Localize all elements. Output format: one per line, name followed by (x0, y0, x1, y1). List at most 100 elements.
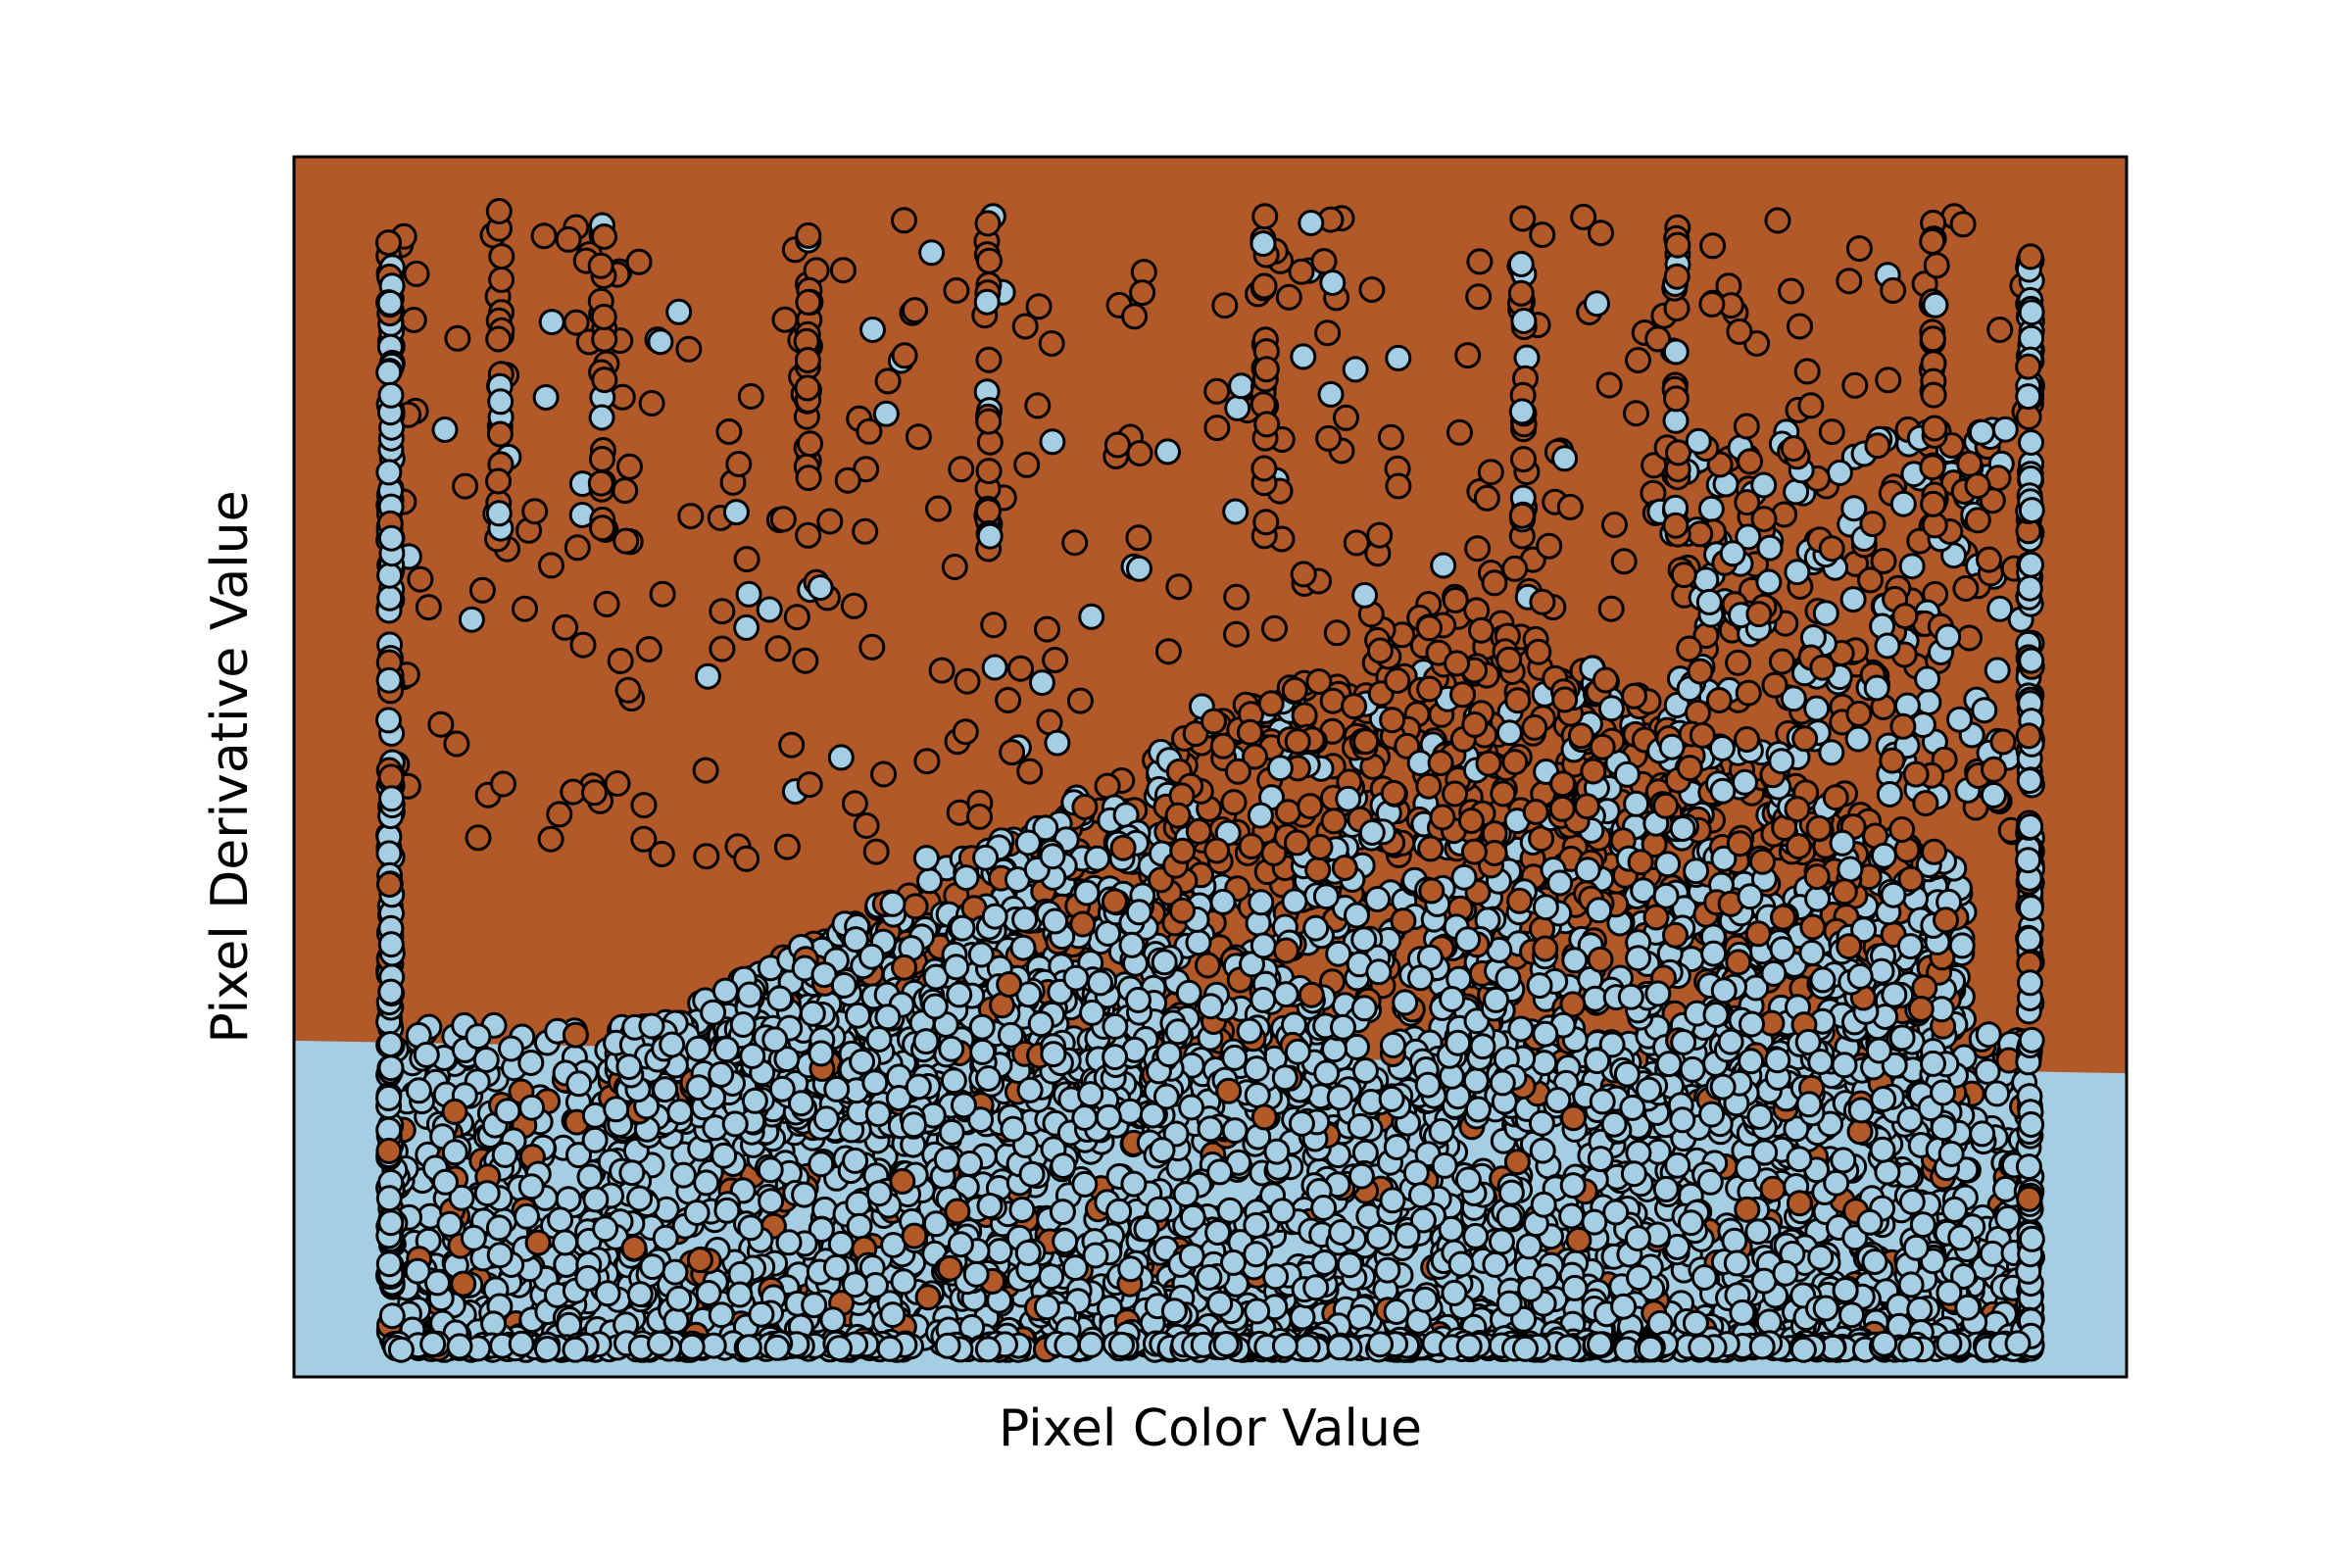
scatter-point (1799, 913, 1827, 941)
scatter-point (1770, 904, 1796, 931)
scatter-point (1271, 1064, 1298, 1092)
scatter-point (1243, 1055, 1270, 1083)
scatter-point (1744, 1218, 1772, 1246)
scatter-point (1441, 1279, 1468, 1306)
scatter-point (1411, 1286, 1439, 1313)
scatter-point (626, 1185, 654, 1212)
scatter-point (1906, 1296, 1934, 1323)
scatter-point (1016, 1076, 1044, 1103)
scatter-point (553, 1251, 580, 1278)
scatter-point (757, 1156, 784, 1184)
scatter-point (1738, 1048, 1765, 1075)
scatter-point (1450, 863, 1478, 891)
scatter-point (1823, 1169, 1850, 1197)
scatter-point (1909, 1211, 1936, 1239)
scatter-point (1243, 1241, 1270, 1268)
scatter-point (1082, 1242, 1109, 1269)
scatter-point (799, 1000, 826, 1027)
scatter-point (1920, 1050, 1946, 1077)
scatter-point (1482, 1250, 1509, 1278)
scatter-point (1073, 879, 1101, 906)
scatter-point (736, 981, 763, 1008)
scatter-point (1975, 1021, 2002, 1049)
scatter-point (1837, 856, 1864, 883)
scatter-point (1669, 815, 1696, 842)
scatter-point (1442, 586, 1469, 613)
scatter-point (1442, 780, 1469, 808)
scatter-point (1248, 889, 1275, 916)
scatter-point (1262, 1263, 1290, 1291)
scatter-point (1050, 1152, 1077, 1180)
scatter-point (1602, 1199, 1630, 1226)
scatter-point (1621, 682, 1647, 710)
scatter-point (1052, 1228, 1079, 1255)
scatter-point (1772, 1259, 1799, 1287)
scatter-point (1311, 1250, 1339, 1276)
scatter-point (1870, 1086, 1897, 1112)
scatter-point (518, 1094, 546, 1121)
scatter-point (879, 890, 906, 917)
scatter-point (953, 864, 980, 892)
scatter-point (1798, 939, 1826, 966)
scatter-point (1125, 986, 1152, 1013)
scatter-point (1133, 1215, 1160, 1243)
scatter-point (1216, 1197, 1244, 1224)
scatter-point (962, 1260, 990, 1288)
scatter-point (1626, 1264, 1652, 1292)
scatter-point (685, 1074, 712, 1102)
scatter-point (1532, 1020, 1559, 1048)
scatter-point (842, 1271, 868, 1298)
scatter-point (1561, 1274, 1589, 1301)
scatter-point (1495, 1290, 1523, 1317)
scatter-point (1185, 929, 1212, 956)
scatter-point (1462, 1222, 1490, 1250)
scatter-point (1941, 1196, 1968, 1223)
scatter-point (666, 1099, 694, 1125)
scatter-point (441, 1139, 468, 1166)
scatter-point (1014, 829, 1042, 857)
scatter-point (581, 1126, 609, 1153)
scatter-point (1149, 1137, 1176, 1164)
scatter-point (1528, 1109, 1555, 1137)
scatter-point (1195, 952, 1221, 979)
scatter-point (1526, 972, 1553, 1000)
scatter-point (1725, 949, 1752, 976)
scatter-point (1551, 686, 1579, 713)
scatter-point (1298, 981, 1325, 1008)
scatter-point (1445, 1029, 1472, 1056)
scatter-point (1610, 1293, 1638, 1320)
scatter-point (1954, 1294, 1982, 1321)
scatter-point (1652, 882, 1680, 909)
scatter-point (1291, 702, 1318, 729)
scatter-point (1221, 1044, 1249, 1071)
scatter-point (1532, 935, 1559, 962)
scatter-point (1984, 1080, 2011, 1107)
scatter-point (1250, 932, 1277, 959)
scatter-point (1238, 833, 1265, 859)
scatter-point (1364, 886, 1392, 912)
scatter-point (1624, 1225, 1651, 1252)
scatter-point (441, 1098, 468, 1125)
scatter-point (1313, 1059, 1341, 1087)
scatter-point (1969, 1120, 1996, 1148)
scatter-point (1888, 1024, 1916, 1052)
scatter-point (1930, 1079, 1957, 1106)
scatter-point (721, 1110, 749, 1138)
scatter-point (594, 1280, 621, 1307)
scatter-point (472, 1047, 500, 1073)
scatter-point (1664, 1152, 1691, 1179)
scatter-point (517, 1173, 545, 1200)
scatter-point (846, 1212, 873, 1240)
scatter-point (432, 1168, 459, 1196)
scatter-point (1786, 1190, 1813, 1217)
scatter-point (874, 1004, 902, 1031)
scatter-point (1495, 646, 1523, 673)
scatter-point (956, 1150, 983, 1177)
scatter-point (1196, 1264, 1223, 1291)
scatter-point (1416, 675, 1444, 703)
scatter-point (1302, 1274, 1330, 1301)
scatter-point (729, 1011, 757, 1038)
scatter-point (1325, 940, 1352, 967)
scatter-point (1613, 760, 1641, 788)
